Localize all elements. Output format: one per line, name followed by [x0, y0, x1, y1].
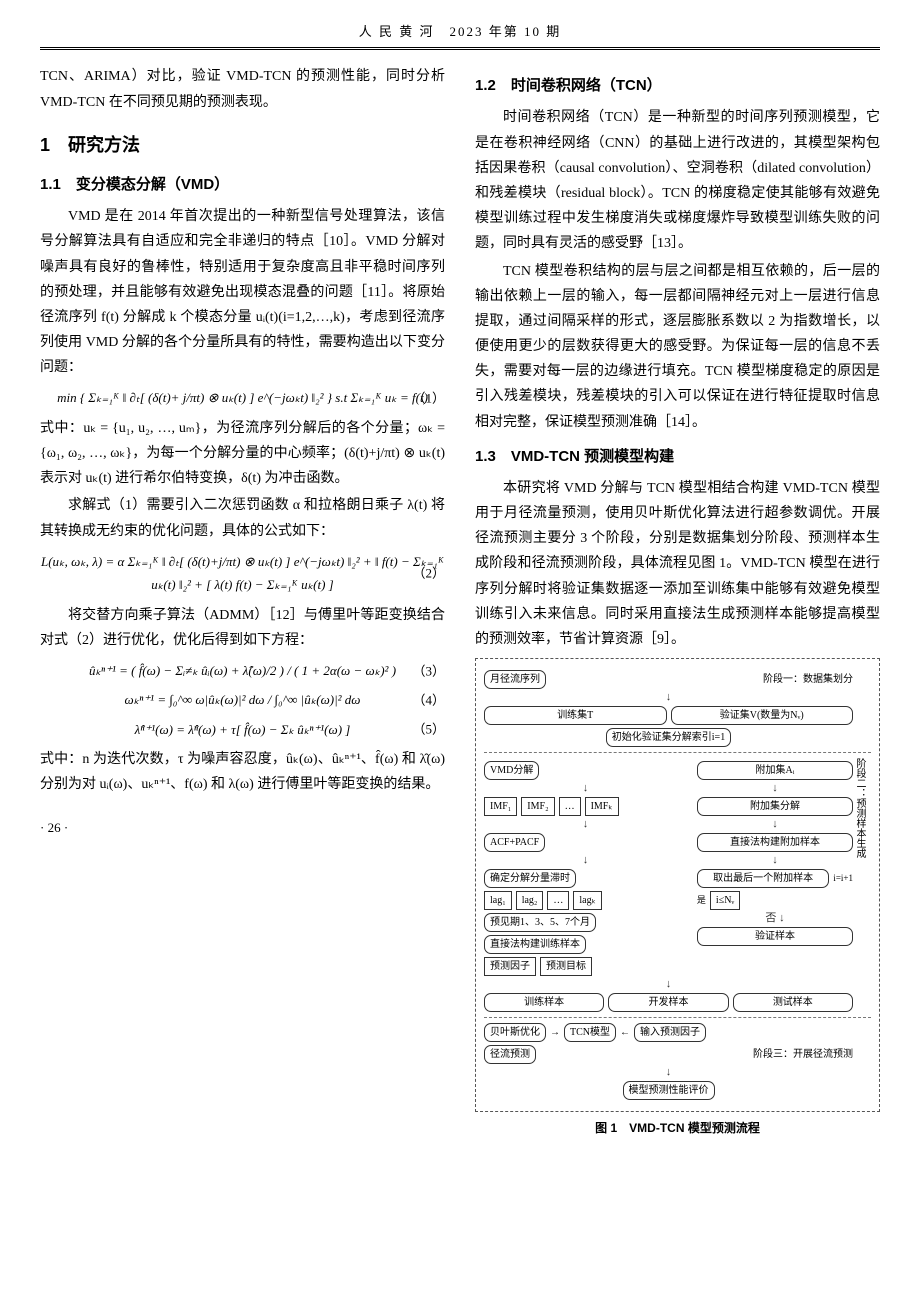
arrow-icon: →	[550, 1025, 560, 1040]
node-test-sample: 测试样本	[733, 993, 853, 1012]
arrow-icon: ↓	[484, 979, 853, 990]
arrow-icon: ↓	[697, 819, 853, 830]
paragraph-vmd-intro: VMD 是在 2014 年首次提出的一种新型信号处理算法，该信号分解算法具有自适…	[40, 204, 445, 380]
equation-1-legend: 式中：uₖ = {u₁, u₂, …, uₘ}，为径流序列分解后的各个分量；ωₖ…	[40, 416, 445, 492]
node-valid-set: 验证集V(数量为Nᵥ)	[671, 706, 854, 725]
subsection-heading-1-3: 1.3 VMD-TCN 预测模型构建	[475, 443, 880, 470]
equation-1: min { Σₖ₌₁ᴷ ‖ ∂ₜ[ (δ(t)+ j/πt) ⊗ uₖ(t) ]…	[40, 386, 445, 409]
node-vmd: VMD分解	[484, 761, 539, 780]
node-bayes: 贝叶斯优化	[484, 1023, 546, 1042]
node-imfk: IMFₖ	[585, 797, 619, 816]
node-horizon: 预见期1、3、5、7个月	[484, 913, 596, 932]
node-lag2: lag₂	[516, 891, 544, 910]
paragraph-vmd-tcn-build: 本研究将 VMD 分解与 TCN 模型相结合构建 VMD-TCN 模型用于月径流…	[475, 476, 880, 652]
equation-1-number: （1）	[412, 386, 445, 409]
equation-3: ûₖⁿ⁺¹ = ( f̂(ω) − Σᵢ≠ₖ ûᵢ(ω) + λ̂(ω)/2 )…	[40, 659, 445, 682]
node-imf-dots: …	[559, 797, 581, 816]
node-tcn-model: TCN模型	[564, 1023, 616, 1042]
equation-4-number: （4）	[412, 688, 445, 711]
right-column: 1.2 时间卷积网络（TCN） 时间卷积网络（TCN）是一种新型的时间序列预测模…	[475, 64, 880, 1139]
arrow-icon: ↓	[697, 783, 853, 794]
paragraph-admm: 将交替方向乘子算法（ADMM）［12］与傅里叶等距变换结合对式（2）进行优化，优…	[40, 603, 445, 653]
arrow-icon: ↓	[484, 819, 687, 830]
node-acf-pacf: ACF+PACF	[484, 833, 545, 852]
node-target: 预测目标	[540, 957, 592, 976]
page-header: 人 民 黄 河 2023 年第 10 期	[40, 20, 880, 50]
node-train-set: 训练集T	[484, 706, 667, 725]
node-lag-dots: …	[547, 891, 569, 910]
equation-2: L(uₖ, ωₖ, λ) = α Σₖ₌₁ᴷ ‖ ∂ₜ[ (δ(t)+j/πt)…	[40, 550, 445, 597]
node-valid-sample: 验证样本	[697, 927, 853, 946]
node-append-decomp: 附加集分解	[697, 797, 853, 816]
node-imf1: IMF₁	[484, 797, 517, 816]
equation-5-number: （5）	[412, 718, 445, 741]
left-column: TCN、ARIMA）对比，验证 VMD-TCN 的预测性能，同时分析 VMD-T…	[40, 64, 445, 1139]
node-lagk: lagₖ	[573, 891, 601, 910]
node-dev-sample: 开发样本	[608, 993, 728, 1012]
arrow-label-yes: 是	[697, 894, 706, 908]
node-extract-last: 取出最后一个附加样本	[697, 869, 829, 888]
node-decision-i-le-n: i≤Nᵥ	[710, 891, 740, 910]
node-lag1: lag₁	[484, 891, 512, 910]
paragraph-tcn-structure: TCN 模型卷积结构的层与层之间都是相互依赖的，后一层的输出依赖上一层的输入，每…	[475, 259, 880, 435]
equation-2-number: （2）	[412, 561, 445, 584]
arrow-icon: 否 ↓	[697, 913, 853, 924]
equation-5-body: λ̂ⁿ⁺¹(ω) = λ̂ⁿ(ω) + τ[ f̂(ω) − Σₖ ûₖⁿ⁺¹(…	[135, 722, 351, 737]
node-append-set: 附加集Aᵢ	[697, 761, 853, 780]
figure-stage-1: 月径流序列 阶段一：数据集划分 ↓ 训练集T 验证集V(数量为Nᵥ) 初始化验证…	[484, 670, 871, 747]
node-evaluation: 模型预测性能评价	[623, 1081, 715, 1100]
figure-stage-2: 阶段二：预测样本生成 VMD分解 ↓ IMF₁ IMF₂ … IMFₖ ↓ AC…	[484, 758, 871, 1012]
stage-1-label: 阶段一：数据集划分	[550, 672, 853, 687]
two-column-layout: TCN、ARIMA）对比，验证 VMD-TCN 的预测性能，同时分析 VMD-T…	[40, 64, 880, 1139]
node-runoff-sequence: 月径流序列	[484, 670, 546, 689]
arrow-icon: ↓	[697, 855, 853, 866]
figure-1-caption: 图 1 VMD-TCN 模型预测流程	[475, 1118, 880, 1140]
node-train-sample: 训练样本	[484, 993, 604, 1012]
figure-stage-3: 贝叶斯优化 → TCN模型 ← 输入预测因子 径流预测 阶段三：开展径流预测 ↓…	[484, 1023, 871, 1100]
stage-3-label: 阶段三：开展径流预测	[540, 1047, 853, 1062]
paragraph-lagrange: 求解式（1）需要引入二次惩罚函数 α 和拉格朗日乘子 λ(t) 将其转换成无约束…	[40, 493, 445, 543]
arrow-label-no: 否	[765, 912, 776, 924]
page-number: · 26 ·	[40, 816, 445, 839]
node-direct-train: 直接法构建训练样本	[484, 935, 586, 954]
equation-3-number: （3）	[412, 659, 445, 682]
intro-paragraph: TCN、ARIMA）对比，验证 VMD-TCN 的预测性能，同时分析 VMD-T…	[40, 64, 445, 114]
arrow-icon: ←	[620, 1025, 630, 1040]
node-imf2: IMF₂	[521, 797, 554, 816]
node-lag-determine: 确定分解分量滞时	[484, 869, 576, 888]
node-i-inc: i=i+1	[833, 872, 853, 886]
node-input-predictor: 输入预测因子	[634, 1023, 706, 1042]
equation-3-body: ûₖⁿ⁺¹ = ( f̂(ω) − Σᵢ≠ₖ ûᵢ(ω) + λ̂(ω)/2 )…	[89, 663, 396, 678]
equation-4-body: ωₖⁿ⁺¹ = ∫₀^∞ ω|ûₖ(ω)|² dω / ∫₀^∞ |ûₖ(ω)|…	[125, 692, 361, 707]
paragraph-tcn-intro: 时间卷积网络（TCN）是一种新型的时间序列预测模型，它是在卷积神经网络（CNN）…	[475, 105, 880, 256]
subsection-heading-1-1: 1.1 变分模态分解（VMD）	[40, 171, 445, 198]
node-predictor: 预测因子	[484, 957, 536, 976]
section-heading-1: 1 研究方法	[40, 129, 445, 161]
equation-1-body: min { Σₖ₌₁ᴷ ‖ ∂ₜ[ (δ(t)+ j/πt) ⊗ uₖ(t) ]…	[57, 390, 428, 405]
stage-2-label: 阶段二：预测样本生成	[852, 758, 867, 858]
equation-set-legend: 式中：n 为迭代次数，τ 为噪声容忍度，ûₖ(ω)、ûₖⁿ⁺¹、f̂(ω) 和 …	[40, 747, 445, 797]
node-runoff-predict: 径流预测	[484, 1045, 536, 1064]
equation-4: ωₖⁿ⁺¹ = ∫₀^∞ ω|ûₖ(ω)|² dω / ∫₀^∞ |ûₖ(ω)|…	[40, 688, 445, 711]
equation-2-body: L(uₖ, ωₖ, λ) = α Σₖ₌₁ᴷ ‖ ∂ₜ[ (δ(t)+j/πt)…	[41, 554, 444, 592]
figure-1-flowchart: 月径流序列 阶段一：数据集划分 ↓ 训练集T 验证集V(数量为Nᵥ) 初始化验证…	[475, 658, 880, 1112]
arrow-icon: ↓	[484, 1067, 853, 1078]
equation-5: λ̂ⁿ⁺¹(ω) = λ̂ⁿ(ω) + τ[ f̂(ω) − Σₖ ûₖⁿ⁺¹(…	[40, 718, 445, 741]
node-init-index: 初始化验证集分解索引i=1	[606, 728, 731, 747]
node-direct-build: 直接法构建附加样本	[697, 833, 853, 852]
subsection-heading-1-2: 1.2 时间卷积网络（TCN）	[475, 72, 880, 99]
arrow-icon: ↓	[484, 783, 687, 794]
arrow-icon: ↓	[484, 692, 853, 703]
arrow-icon: ↓	[484, 855, 687, 866]
